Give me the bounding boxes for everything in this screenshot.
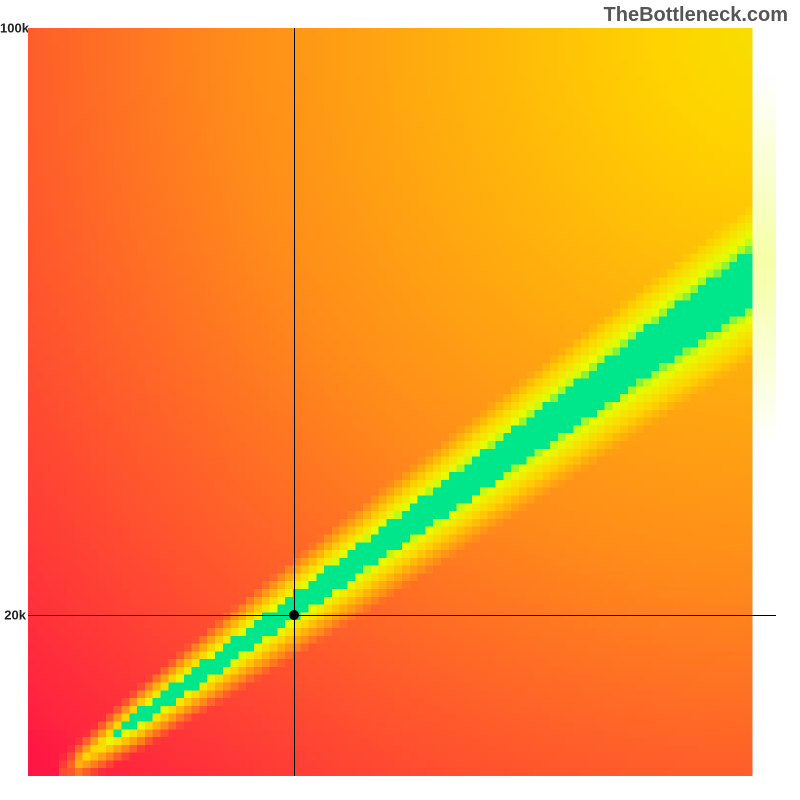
crosshair-horizontal [28, 615, 776, 616]
heatmap-canvas [28, 28, 776, 776]
watermark-text: TheBottleneck.com [604, 4, 788, 27]
plot-area [28, 28, 776, 776]
crosshair-vertical [294, 28, 295, 776]
ytick-marker: 20k [0, 608, 26, 623]
crosshair-marker [289, 610, 299, 620]
ytick-top: 100k [0, 21, 26, 36]
